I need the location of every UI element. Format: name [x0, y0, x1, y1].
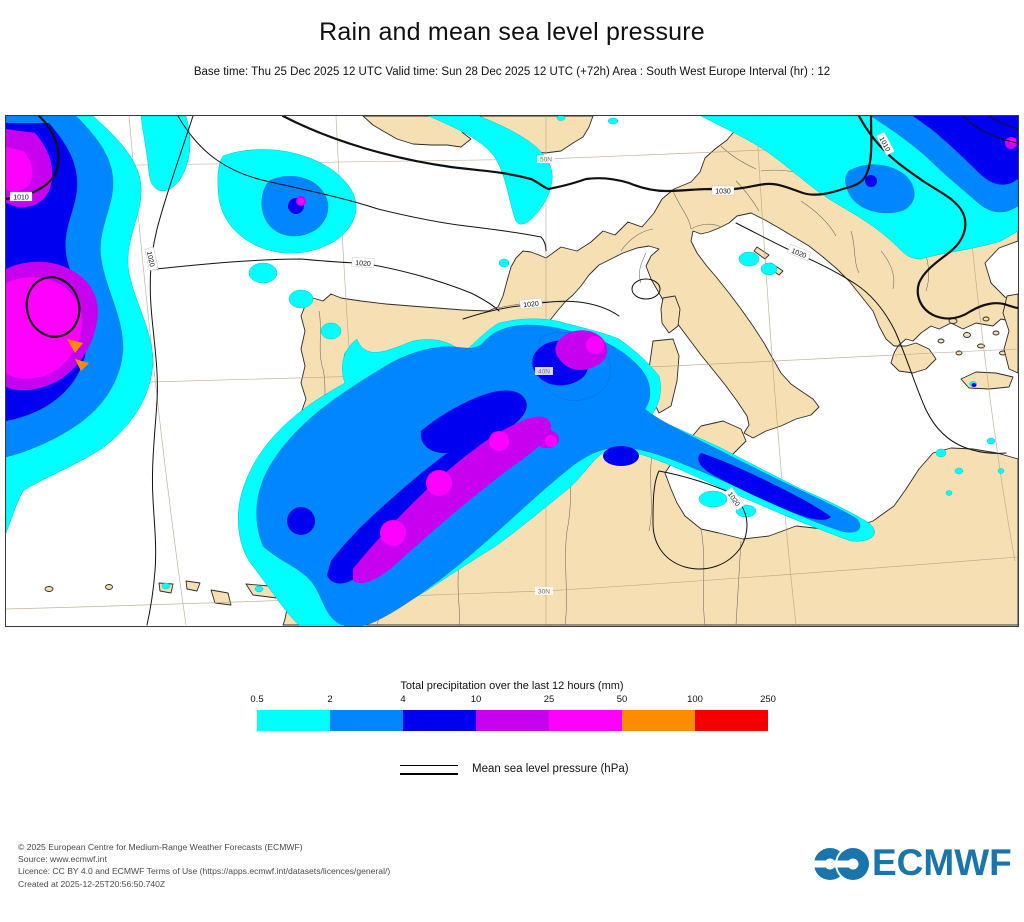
- colorbar-tick: 0.5: [250, 694, 264, 705]
- colorbar-cell: [257, 710, 330, 731]
- isobar-labels: 1010 1020 1020 1020 1030 1010 1020 1020: [9, 131, 895, 511]
- isobar-label: 1020: [355, 260, 371, 268]
- isobar-line-sample: [400, 765, 458, 777]
- ecmwf-logo-text: ECMWF: [872, 842, 1012, 883]
- page-title: Rain and mean sea level pressure: [319, 18, 705, 46]
- isobar-1020-spain: [462, 300, 620, 320]
- footer-line: Created at 2025-12-25T20:56:50.740Z: [18, 878, 166, 889]
- isobar-label: 1030: [715, 189, 731, 196]
- colorbar-tick: 100: [687, 694, 703, 705]
- msl-pressure-label: Mean sea level pressure (hPa): [472, 763, 629, 775]
- ecmwf-logo: ECMWF: [812, 842, 1012, 888]
- footer-line: Licence: CC BY 4.0 and ECMWF Terms of Us…: [18, 866, 391, 877]
- colorbar-cell: [549, 710, 622, 731]
- colorbar-tick: 4: [400, 694, 406, 705]
- map-canvas: 1010 1020 1020 1020 1030 1010 1020 1020 …: [6, 116, 1018, 626]
- colorbar-cell: [476, 710, 549, 731]
- isobar-label: 1020: [523, 301, 539, 310]
- land-corsica: [660, 295, 681, 334]
- msl-pressure-legend: Mean sea level pressure (hPa): [398, 762, 718, 782]
- isobar-label: 1010: [13, 195, 29, 202]
- isobar-closed-low: [25, 276, 81, 338]
- isobar-1010-east: [857, 116, 1018, 320]
- colorbar-tick: 25: [543, 694, 555, 705]
- colorbar-cell: [622, 710, 695, 731]
- ecmwf-logo-icon: [812, 846, 871, 882]
- precip-orange-layer: [67, 339, 89, 371]
- isobar-1010-west: [6, 116, 60, 201]
- footer-line: © 2025 European Centre for Medium-Range …: [18, 842, 303, 852]
- footer-attribution: © 2025 European Centre for Medium-Range …: [18, 841, 390, 890]
- colorbar-tick: 250: [760, 694, 776, 705]
- colorbar-tick: 10: [470, 694, 482, 705]
- isobar-thick-line-icon: [400, 773, 458, 775]
- colorbar-cell: [695, 710, 768, 731]
- precip-colorbar: [257, 710, 768, 731]
- graticule-label-40n: 40N: [538, 369, 550, 376]
- isobar-label: 1020: [145, 251, 155, 268]
- colorbar-tick: 2: [327, 694, 333, 705]
- page-subtitle: Base time: Thu 25 Dec 2025 12 UTC Valid …: [193, 66, 831, 78]
- colorbar-cell: [330, 710, 403, 731]
- isobar-1020-tunisia: [652, 470, 748, 570]
- colorbar-cell: [403, 710, 476, 731]
- precip-ticks: 0.5 2 4 10 25 50 100 250: [250, 694, 776, 708]
- isobar-1030: [281, 116, 873, 196]
- precip-magenta-layer: [6, 137, 1017, 546]
- graticule-label-50n: 50N: [540, 157, 552, 164]
- isobar-layer: [6, 116, 1018, 626]
- graticule-label-30n: 30N: [538, 589, 550, 596]
- land-turkey: [1002, 293, 1018, 374]
- precip-legend-title: Total precipitation over the last 12 hou…: [400, 680, 624, 692]
- isobar-1020-channel: [177, 116, 547, 252]
- footer-line: Source: www.ecmwf.int: [18, 854, 107, 865]
- map-frame: 1010 1020 1020 1020 1030 1010 1020 1020 …: [5, 115, 1019, 627]
- isobar-thin-line-icon: [400, 765, 458, 766]
- graticule-labels: 50N 40N 30N: [535, 155, 555, 596]
- isobar-1020-atlantic: [146, 116, 194, 626]
- colorbar-tick: 50: [616, 694, 628, 705]
